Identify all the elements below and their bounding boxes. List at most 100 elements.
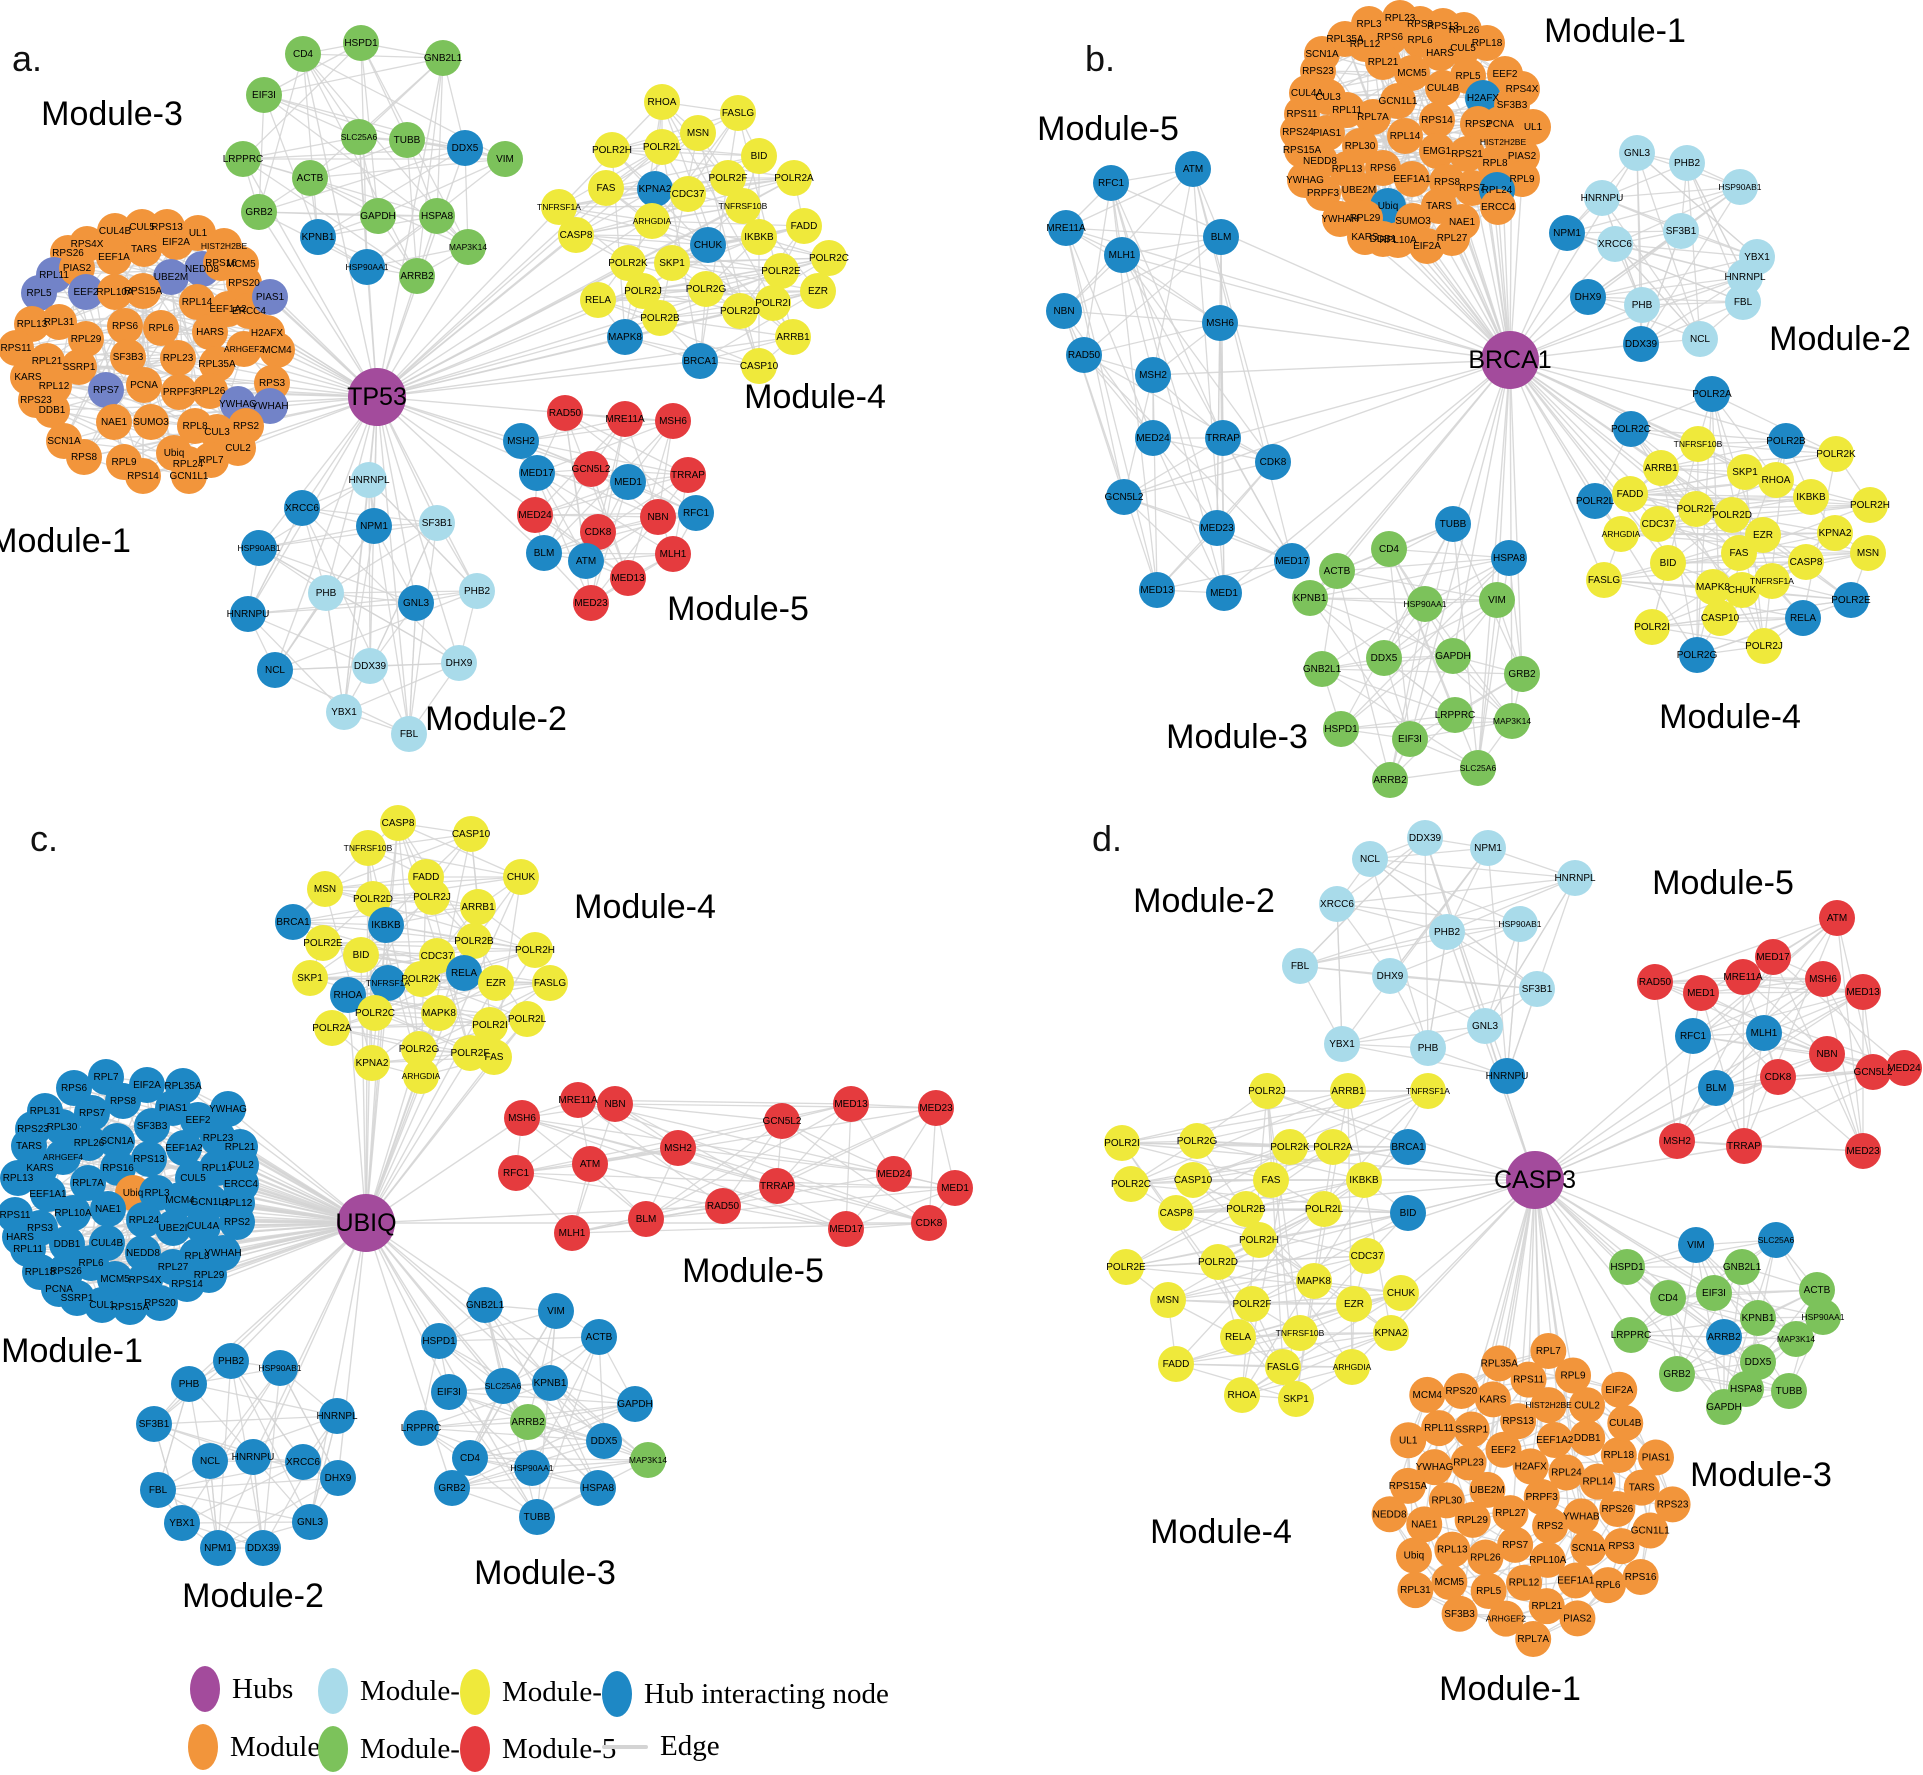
node-KPNA2[interactable] — [637, 171, 673, 207]
node-UL1[interactable] — [1515, 109, 1551, 145]
node-DDX5[interactable] — [586, 1423, 622, 1459]
node-DDB1[interactable] — [34, 392, 70, 428]
node-ARRB1[interactable] — [1330, 1073, 1366, 1109]
node-XRCC6[interactable] — [1319, 886, 1355, 922]
node-FBL[interactable] — [140, 1472, 176, 1508]
node-POLR2I[interactable] — [472, 1007, 508, 1043]
node-POLR2C[interactable] — [357, 995, 393, 1031]
node-FBL[interactable] — [391, 716, 427, 752]
node-DDB1[interactable] — [49, 1226, 85, 1262]
node-FADD[interactable] — [1612, 476, 1648, 512]
node-GNB2L1[interactable] — [425, 40, 461, 76]
node-VIM[interactable] — [487, 141, 523, 177]
node-FASLG[interactable] — [1265, 1349, 1301, 1385]
node-PIAS2[interactable] — [1559, 1600, 1596, 1637]
node-MED13[interactable] — [833, 1086, 869, 1122]
node-H2AFX[interactable] — [1512, 1448, 1549, 1485]
node-KPNA2[interactable] — [1817, 515, 1853, 551]
node-RELA[interactable] — [1785, 600, 1821, 636]
node-MSH2[interactable] — [1135, 357, 1171, 393]
node-TNFRSF10B[interactable] — [1680, 426, 1716, 462]
node-RPS16[interactable] — [1622, 1558, 1659, 1595]
node-MED23[interactable] — [1845, 1133, 1881, 1169]
node-SF3B3[interactable] — [134, 1108, 170, 1144]
node-RPL10A[interactable] — [55, 1195, 91, 1231]
node-POLR2C[interactable] — [1613, 411, 1649, 447]
node-RAD50[interactable] — [547, 395, 583, 431]
node-POLR2H[interactable] — [517, 932, 553, 968]
node-POLR2F[interactable] — [710, 160, 746, 196]
node-POLR2K[interactable] — [1272, 1129, 1308, 1165]
node-RFC1[interactable] — [498, 1155, 534, 1191]
node-EZR[interactable] — [1336, 1286, 1372, 1322]
node-MSH6[interactable] — [655, 403, 691, 439]
node-RPS8[interactable] — [105, 1083, 141, 1119]
node-FASLG[interactable] — [532, 965, 568, 1001]
node-RFC1[interactable] — [1093, 165, 1129, 201]
node-GAPDH[interactable] — [1706, 1389, 1742, 1425]
node-RHOA[interactable] — [644, 84, 680, 120]
node-ACTB[interactable] — [1799, 1272, 1835, 1308]
node-SKP1[interactable] — [1278, 1381, 1314, 1417]
node-EIF3I[interactable] — [246, 77, 282, 113]
node-LRPPRC[interactable] — [403, 1410, 439, 1446]
node-GNL3[interactable] — [398, 585, 434, 621]
node-KPNB1[interactable] — [300, 219, 336, 255]
node-BRCA1[interactable] — [682, 343, 718, 379]
node-MED17[interactable] — [1755, 939, 1791, 975]
node-VIM[interactable] — [538, 1293, 574, 1329]
node-KPNB1[interactable] — [1740, 1300, 1776, 1336]
node-EIF2A[interactable] — [1601, 1371, 1638, 1408]
node-MCM4[interactable] — [162, 1182, 198, 1218]
node-PRPF3[interactable] — [1523, 1479, 1560, 1515]
node-RPS11[interactable] — [0, 330, 34, 366]
node-EMG1[interactable] — [1419, 133, 1455, 169]
node-RPL30[interactable] — [1428, 1482, 1465, 1519]
node-RPL21[interactable] — [1365, 44, 1401, 80]
node-PRPF3[interactable] — [161, 374, 197, 410]
node-RPL35A[interactable] — [199, 346, 235, 382]
node-MSH6[interactable] — [1805, 961, 1841, 997]
node-PRPF3[interactable] — [1305, 175, 1341, 211]
node-GNB2L1[interactable] — [1304, 651, 1340, 687]
node-SUMO3[interactable] — [133, 404, 169, 440]
node-POLR2C[interactable] — [811, 240, 847, 276]
node-EIF3I[interactable] — [431, 1374, 467, 1410]
node-GNB2L1[interactable] — [467, 1287, 503, 1323]
node-MCM4[interactable] — [259, 332, 295, 368]
node-DDX5[interactable] — [1740, 1344, 1776, 1380]
node-PCNA[interactable] — [126, 367, 162, 403]
node-GCN5L2[interactable] — [573, 451, 609, 487]
node-MED23[interactable] — [573, 585, 609, 621]
node-RPL10A[interactable] — [97, 274, 133, 310]
node-RPL5[interactable] — [1470, 1573, 1507, 1610]
node-RPS20[interactable] — [142, 1285, 178, 1321]
node-MED17[interactable] — [519, 455, 555, 491]
node-SLC25A6[interactable] — [485, 1368, 521, 1404]
node-MAPK8[interactable] — [421, 995, 457, 1031]
node-GRB2[interactable] — [1659, 1356, 1695, 1392]
node-GNL3[interactable] — [292, 1504, 328, 1540]
node-ARHGDIA[interactable] — [634, 203, 670, 239]
node-HNRNPL[interactable] — [351, 462, 387, 498]
node-NCL[interactable] — [1352, 841, 1388, 877]
node-VIM[interactable] — [1678, 1227, 1714, 1263]
node-CUL4A[interactable] — [185, 1208, 221, 1244]
node-RPS14[interactable] — [1419, 102, 1455, 138]
node-NCL[interactable] — [192, 1443, 228, 1479]
node-ACTB[interactable] — [292, 160, 328, 196]
node-MED24[interactable] — [1135, 420, 1171, 456]
node-DHX9[interactable] — [441, 645, 477, 681]
node-POLR2H[interactable] — [594, 132, 630, 168]
node-RPS7[interactable] — [88, 372, 124, 408]
node-EEF1A1[interactable] — [30, 1176, 66, 1212]
node-NPM1[interactable] — [200, 1530, 236, 1566]
node-PIAS1[interactable] — [1637, 1439, 1674, 1476]
node-ACTB[interactable] — [581, 1319, 617, 1355]
node-EZR[interactable] — [800, 273, 836, 309]
node-MCM5[interactable] — [1394, 55, 1430, 91]
node-POLR2I[interactable] — [755, 285, 791, 321]
node-PIAS1[interactable] — [252, 279, 288, 315]
node-POLR2H[interactable] — [1852, 487, 1888, 523]
node-ARRB2[interactable] — [399, 258, 435, 294]
